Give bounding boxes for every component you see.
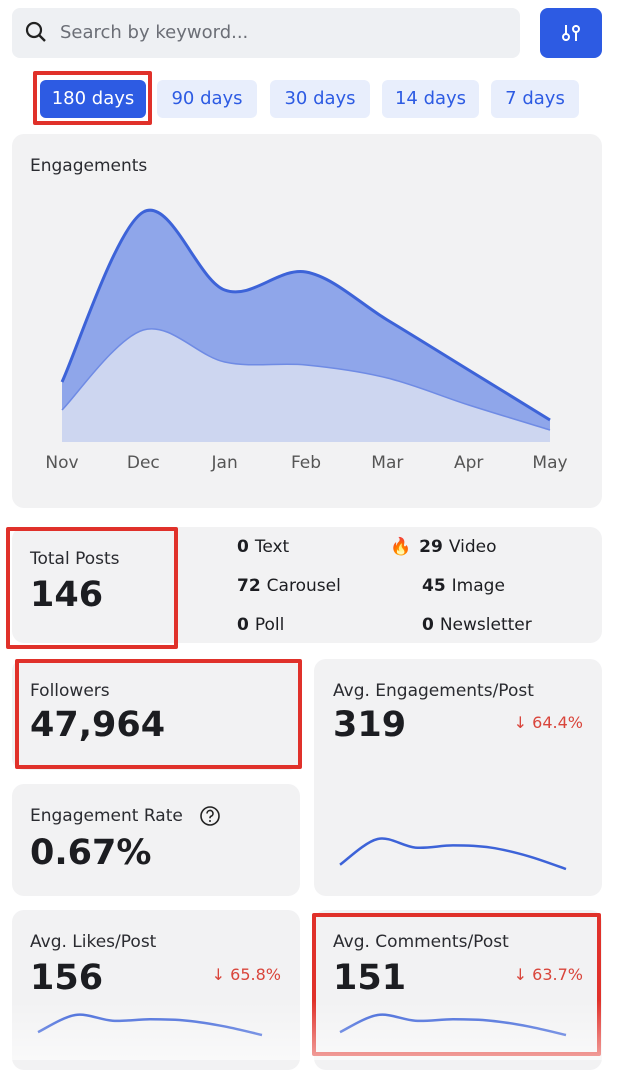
post-type: 0 Newsletter	[422, 615, 532, 635]
area-chart: Nov Dec Jan Feb Mar Apr May	[45, 208, 568, 473]
x-tick-label: May	[532, 453, 567, 473]
post-type: 45 Image	[422, 576, 505, 596]
search-icon	[25, 21, 46, 42]
sparkline-chart	[339, 837, 567, 871]
count: 72	[237, 576, 261, 596]
card-title: Avg. Likes/Post	[30, 932, 157, 952]
card-title: Avg. Comments/Post	[333, 932, 509, 952]
avg-engagements-card: Avg. Engagements/Post 319 ↓ 64.4%	[314, 659, 602, 896]
total-posts: 146	[30, 575, 104, 615]
search-box[interactable]: Search by keyword...	[12, 8, 520, 58]
label: Poll	[254, 615, 285, 635]
engagement-rate-card: Engagement Rate 0.67%	[12, 784, 300, 896]
x-tick-label: Nov	[45, 453, 78, 473]
engagements-card: Engagements Nov Dec Jan Feb Mar Apr May	[12, 134, 602, 508]
card-title: Total Posts	[30, 549, 120, 569]
search-placeholder: Search by keyword...	[60, 22, 249, 43]
count: 45	[422, 576, 446, 596]
change: ↓ 65.8%	[211, 965, 281, 984]
x-tick-label: Dec	[127, 453, 160, 473]
avg-likes-card: Avg. Likes/Post 156 ↓ 65.8%	[12, 910, 300, 1070]
tab[interactable]: 90 days	[157, 80, 257, 118]
metric-value: 47,964	[30, 705, 166, 745]
area-line	[61, 328, 551, 431]
metric-value: 156	[30, 958, 104, 998]
sparkline	[339, 837, 567, 871]
followers-card: Followers 47,964	[12, 659, 300, 770]
metric-value: 151	[333, 958, 407, 998]
sparkline	[37, 1013, 263, 1037]
icon: 🔥	[390, 537, 412, 557]
post-type: 0 Poll	[237, 615, 284, 635]
highlight-box	[15, 659, 302, 769]
card-title: Engagement Rate	[30, 806, 183, 826]
x-tick-label: Mar	[371, 453, 403, 473]
post-type: 🔥 29 Video	[390, 537, 496, 557]
filter-icon	[562, 25, 580, 41]
label: Image	[451, 576, 505, 596]
count: 0	[422, 615, 434, 635]
area	[62, 210, 550, 430]
card-title: Avg. Engagements/Post	[333, 681, 534, 701]
x-tick-label: Apr	[454, 453, 483, 473]
posts-card: Total Posts 146 0 Text 🔥 29 Video 72 Carouse…	[12, 527, 602, 643]
tab[interactable]: 7 days	[491, 80, 579, 118]
tab[interactable]: 180 days	[40, 80, 146, 118]
highlight-box	[6, 527, 178, 649]
tab[interactable]: 14 days	[382, 80, 479, 118]
label: Text	[254, 537, 290, 557]
label: Carousel	[266, 576, 341, 596]
label: Newsletter	[439, 615, 532, 635]
area	[62, 328, 550, 442]
card-title: Engagements	[30, 156, 148, 176]
count: 0	[237, 615, 249, 635]
tab[interactable]: 30 days	[270, 80, 370, 118]
x-tick-label: Jan	[211, 453, 238, 473]
highlight-box	[33, 71, 152, 125]
help-icon[interactable]	[199, 805, 223, 829]
change: ↓ 63.7%	[513, 965, 583, 984]
change: ↓ 64.4%	[513, 713, 583, 732]
highlight-box	[312, 913, 601, 1056]
label: Video	[448, 537, 497, 557]
post-type: 0 Text	[237, 537, 289, 557]
sparkline-chart	[37, 1013, 263, 1037]
count: 0	[237, 537, 249, 557]
metric-value: 319	[333, 705, 407, 745]
filter-button[interactable]	[540, 8, 602, 58]
post-type: 72 Carousel	[237, 576, 341, 596]
x-tick-label: Feb	[291, 453, 321, 473]
area-line	[60, 208, 551, 422]
card-title: Followers	[30, 681, 110, 701]
count: 29	[419, 537, 443, 557]
metric-value: 0.67%	[30, 833, 152, 873]
